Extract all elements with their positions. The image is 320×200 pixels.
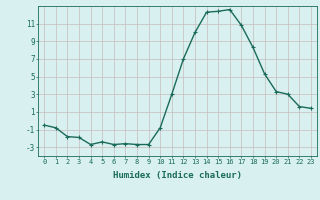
X-axis label: Humidex (Indice chaleur): Humidex (Indice chaleur) (113, 171, 242, 180)
